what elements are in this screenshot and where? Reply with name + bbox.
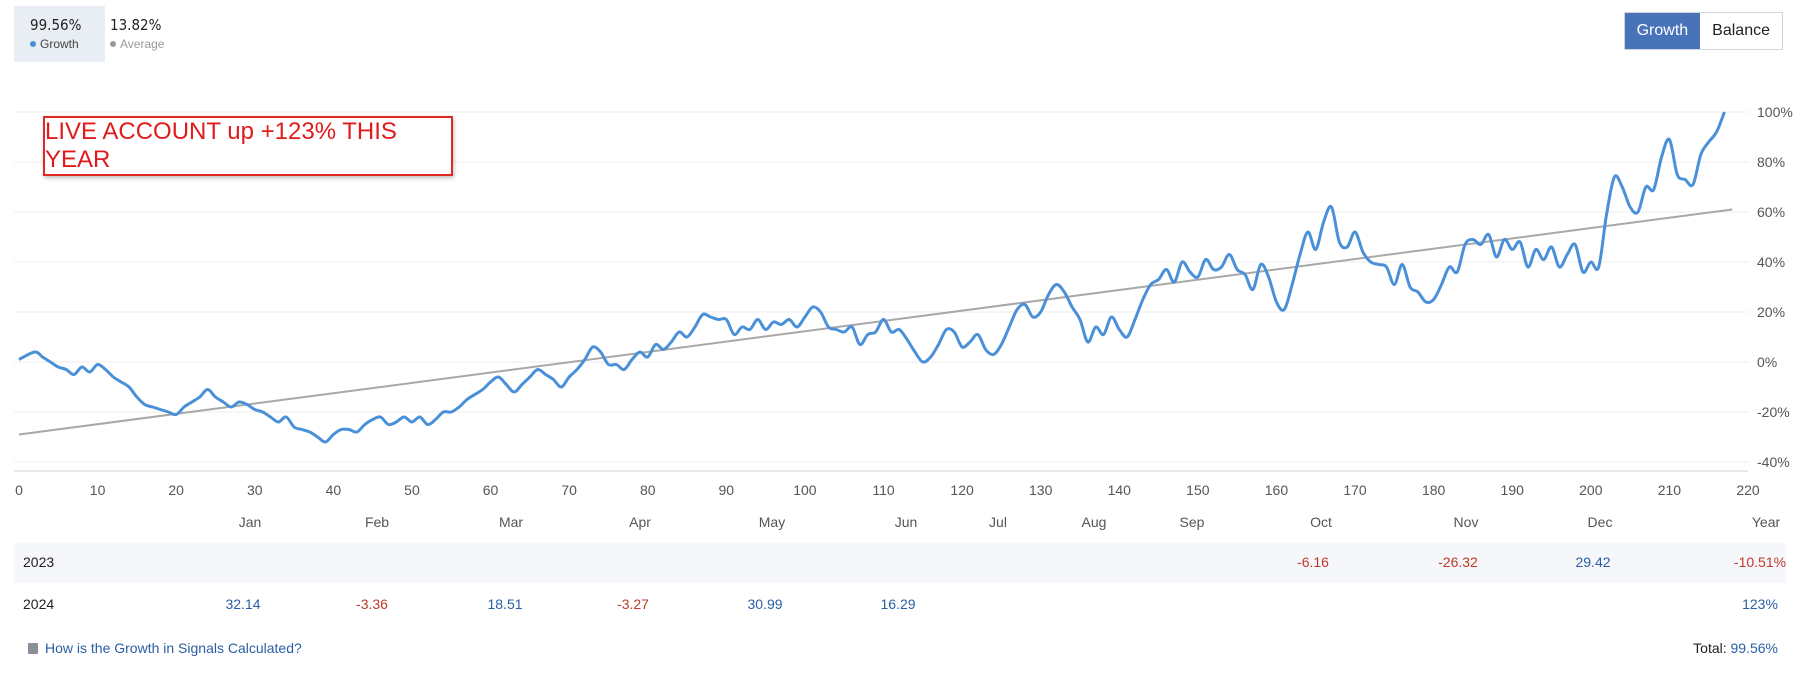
- legend-average[interactable]: 13.82% Average: [94, 6, 185, 62]
- month-label: May: [758, 514, 786, 530]
- x-tick-label: 30: [247, 482, 263, 498]
- year-row-2023: 2023 -6.16 -26.32 29.42 -10.51%: [14, 543, 1786, 583]
- month-label: Dec: [1587, 514, 1613, 530]
- year-label: 2024: [23, 596, 55, 612]
- x-tick-label: 0: [15, 482, 23, 498]
- growth-dot-icon: [30, 41, 36, 47]
- month-label: Aug: [1081, 514, 1107, 530]
- growth-tab[interactable]: Growth: [1624, 13, 1701, 49]
- growth-chart: 100% 80% 60% 40% 20% 0% -20% -40% 0 10 20 30 40 50 60 7…: [14, 104, 1793, 498]
- y-tick-label: -40%: [1757, 454, 1790, 470]
- month-header: Jan Feb Mar Apr May Jun Jul Aug Sep Oct Nov Dec Year: [0, 514, 1800, 534]
- month-value-cell: -3.27: [617, 596, 649, 612]
- month-value-cell: 30.99: [747, 596, 783, 612]
- month-label: Apr: [629, 514, 651, 530]
- average-label: Average: [120, 37, 165, 51]
- month-label: Oct: [1310, 514, 1332, 530]
- x-tick-label: 80: [640, 482, 656, 498]
- x-tick-label: 10: [90, 482, 106, 498]
- growth-help-text: How is the Growth in Signals Calculated?: [45, 640, 302, 656]
- total-value: 99.56%: [1730, 640, 1778, 656]
- x-tick-label: 210: [1658, 482, 1682, 498]
- year-total-cell: 123%: [1742, 596, 1778, 612]
- chart-mode-toggle: Growth Balance: [1623, 12, 1783, 50]
- y-tick-label: 100%: [1757, 104, 1793, 120]
- month-label: Nov: [1453, 514, 1479, 530]
- x-tick-label: 110: [872, 482, 895, 498]
- y-tick-label: 20%: [1757, 304, 1785, 320]
- x-tick-label: 90: [719, 482, 735, 498]
- growth-label: Growth: [40, 37, 79, 51]
- month-value-cell: -26.32: [1438, 554, 1478, 570]
- balance-tab[interactable]: Balance: [1700, 13, 1782, 49]
- x-tick-label: 70: [561, 482, 577, 498]
- average-dot-icon: [110, 41, 116, 47]
- month-label: Feb: [364, 514, 390, 530]
- x-tick-label: 140: [1108, 482, 1132, 498]
- month-value-cell: -3.36: [356, 596, 388, 612]
- x-tick-label: 50: [404, 482, 420, 498]
- y-tick-label: 0%: [1757, 354, 1777, 370]
- month-value-cell: 18.51: [487, 596, 523, 612]
- average-series-line: [18, 208, 1733, 436]
- average-value: 13.82%: [110, 16, 162, 34]
- growth-value: 99.56%: [30, 16, 82, 34]
- y-tick-label: 80%: [1757, 154, 1785, 170]
- x-tick-label: 130: [1029, 482, 1053, 498]
- x-tick-label: 190: [1501, 482, 1525, 498]
- y-tick-label: 60%: [1757, 204, 1785, 220]
- help-book-icon: [28, 642, 38, 654]
- year-total-cell: -10.51%: [1733, 554, 1787, 570]
- month-label: Sep: [1179, 514, 1205, 530]
- average-label-row: Average: [110, 37, 185, 51]
- month-value-cell: 29.42: [1575, 554, 1611, 570]
- month-value-cell: -6.16: [1297, 554, 1329, 570]
- x-tick-label: 20: [168, 482, 184, 498]
- x-tick-label: 200: [1579, 482, 1603, 498]
- legend-growth[interactable]: 99.56% Growth: [14, 6, 105, 62]
- x-tick-label: 60: [483, 482, 499, 498]
- growth-series-line: [18, 111, 1726, 444]
- x-tick-label: 170: [1343, 482, 1367, 498]
- y-tick-label: -20%: [1757, 404, 1790, 420]
- x-tick-label: 150: [1186, 482, 1210, 498]
- x-tick-label: 160: [1265, 482, 1289, 498]
- month-label: Mar: [498, 514, 524, 530]
- month-label: Jun: [894, 514, 918, 530]
- month-label: Year: [1751, 514, 1781, 530]
- x-tick-label: 100: [793, 482, 817, 498]
- total-growth: Total: 99.56%: [1693, 640, 1778, 656]
- growth-label-row: Growth: [30, 37, 105, 51]
- x-tick-label: 40: [326, 482, 342, 498]
- month-label: Jul: [989, 514, 1007, 530]
- month-value-cell: 16.29: [880, 596, 916, 612]
- year-label: 2023: [23, 554, 55, 570]
- x-tick-label: 180: [1422, 482, 1446, 498]
- growth-help-link[interactable]: How is the Growth in Signals Calculated?: [28, 640, 302, 656]
- y-tick-label: 40%: [1757, 254, 1785, 270]
- annotation-banner: LIVE ACCOUNT up +123% THIS YEAR: [43, 116, 453, 176]
- x-tick-label: 220: [1736, 482, 1760, 498]
- x-tick-label: 120: [950, 482, 974, 498]
- month-value-cell: 32.14: [225, 596, 261, 612]
- total-label: Total:: [1693, 640, 1727, 656]
- year-row-2024: 2024 32.14 -3.36 18.51 -3.27 30.99 16.29 123%: [14, 585, 1786, 625]
- month-label: Jan: [238, 514, 262, 530]
